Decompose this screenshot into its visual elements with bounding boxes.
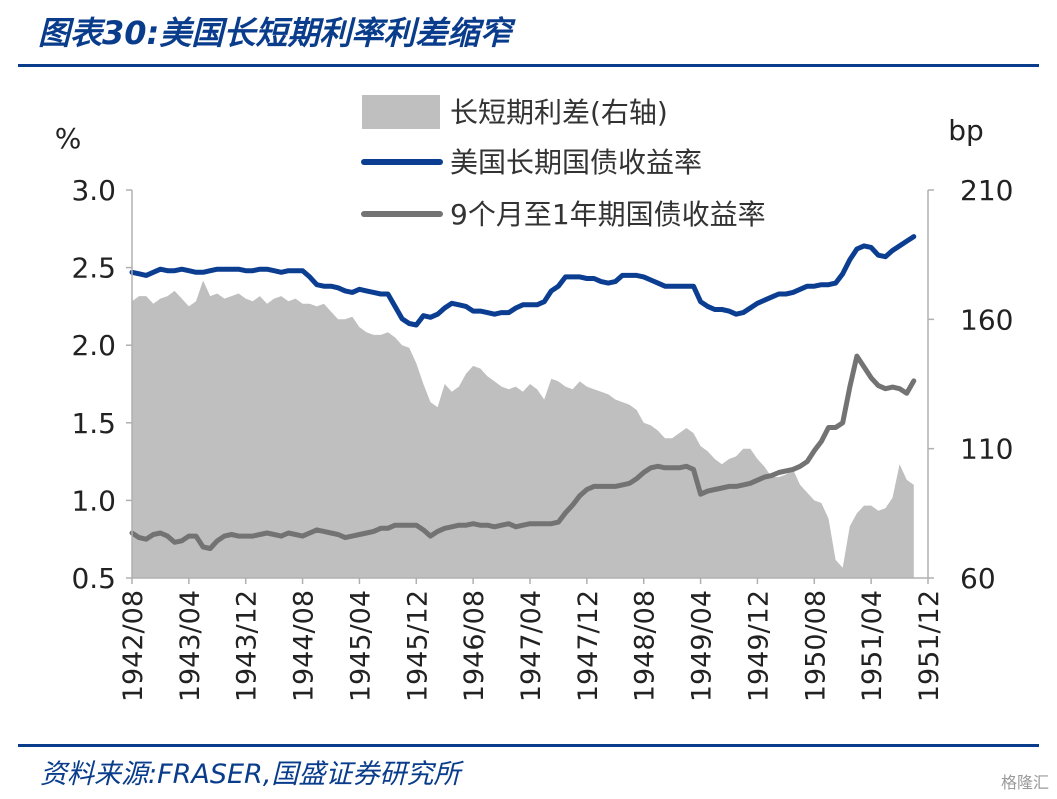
x-tick-label: 1946/08 [459,590,490,702]
left-axis-unit: % [55,122,82,155]
x-tick-label: 1942/08 [118,590,149,702]
source-divider [18,744,1039,747]
left-tick-label: 2.0 [71,329,116,362]
left-tick-label: 0.5 [71,562,116,595]
legend-swatch-spread [362,95,440,129]
title-divider [18,64,1039,67]
x-tick-label: 1947/04 [516,590,547,702]
spread-area [132,280,914,578]
chart-title: 图表30:美国长短期利率利差缩窄 [38,14,512,52]
x-tick-label: 1945/12 [402,590,433,702]
left-tick-label: 2.5 [71,252,116,285]
legend-label: 9个月至1年期国债收益率 [450,198,766,231]
right-axis-unit: bp [948,114,984,147]
yield-lines-layer [129,234,917,551]
right-tick-label: 110 [960,433,1013,466]
right-tick-label: 210 [960,174,1013,207]
x-tick-label: 1951/04 [857,590,888,702]
x-tick-label: 1951/12 [914,590,945,702]
left-tick-label: 1.0 [71,484,116,517]
x-tick-label: 1943/12 [232,590,263,702]
axes-layer: 3.0 2.5 2.0 1.5 1.0 0.5 210 160 110 60% bp 1942/08 1… [55,114,1014,702]
x-tick-label: 1950/08 [800,590,831,702]
source-note: 资料来源:FRASER,国盛证券研究所 [40,759,461,790]
left-tick-label: 3.0 [71,174,116,207]
right-tick-label: 160 [960,303,1013,336]
x-tick-label: 1947/12 [573,590,604,702]
x-tick-label: 1949/12 [743,590,774,702]
left-tick-label: 1.5 [71,407,116,440]
legend-label: 长短期利差(右轴) [450,96,668,129]
legend: 长短期利差(右轴) 美国长期国债收益率 9个月至1年期国债收益率 [361,95,766,231]
x-tick-label: 1944/08 [289,590,320,702]
spread-area-layer [132,280,914,578]
x-tick-label: 1945/04 [345,590,376,702]
watermark: 格隆汇 [1000,773,1049,792]
x-tick-label: 1949/04 [687,590,718,702]
x-tick-label: 1948/08 [630,590,661,702]
right-tick-label: 60 [960,562,996,595]
long-yield-line [129,234,917,328]
short-yield-line [129,353,917,551]
x-tick-label: 1943/04 [175,590,206,702]
legend-label: 美国长期国债收益率 [450,146,702,179]
